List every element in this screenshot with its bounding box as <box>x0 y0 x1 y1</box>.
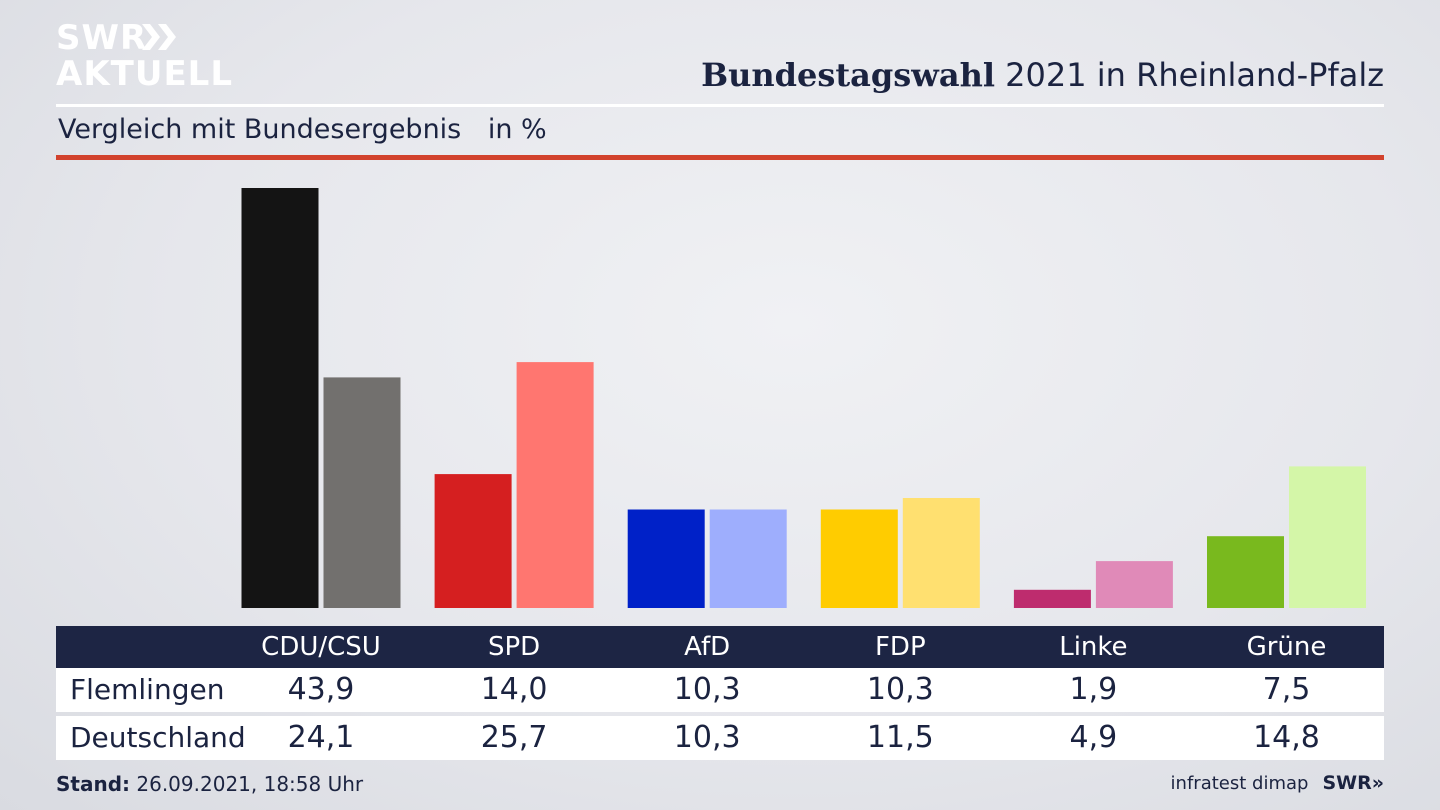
value-cell: 10,3 <box>673 720 741 755</box>
stand-value: 26.09.2021, 18:58 Uhr <box>136 772 364 796</box>
value-cell: 43,9 <box>287 672 355 707</box>
table-header-row: CDU/CSU SPD AfD FDP Linke Grüne <box>56 626 1384 668</box>
results-table: CDU/CSU SPD AfD FDP Linke Grüne Flemlingen 43… <box>56 626 1384 760</box>
logo-line-2: AKTUELL <box>56 54 234 94</box>
header-divider <box>56 104 1384 107</box>
subtitle-text: Vergleich mit Bundesergebnis <box>58 114 462 145</box>
value-cell: 25,7 <box>480 720 548 755</box>
bar-flemlingen-3 <box>820 509 898 608</box>
title-bold: Bundestagswahl <box>701 56 995 94</box>
timestamp: Stand: 26.09.2021, 18:58 Uhr <box>56 772 363 796</box>
stand-label: Stand: <box>56 772 131 796</box>
value-cell: 24,1 <box>287 720 355 755</box>
category-label: Grüne <box>1246 632 1327 662</box>
row-label: Deutschland <box>70 721 246 754</box>
table-row-flemlingen: Flemlingen 43,9 14,0 10,3 10,3 1,9 7,5 <box>56 668 1384 712</box>
category-label: FDP <box>874 632 926 662</box>
brand-name: SWR <box>1322 772 1372 794</box>
value-cell: 10,3 <box>866 672 934 707</box>
brand-text: SWR» <box>1322 772 1384 794</box>
logo-line-1: SWR <box>56 18 148 58</box>
value-cell: 14,8 <box>1253 720 1320 755</box>
bar-flemlingen-0 <box>241 188 319 608</box>
row-label: Flemlingen <box>70 673 225 706</box>
chart-title: Bundestagswahl 2021 in Rheinland-Pfalz <box>701 56 1384 94</box>
unit-label: in % <box>487 114 547 145</box>
title-rest: 2021 in Rheinland-Pfalz <box>1005 56 1384 94</box>
value-cell: 10,3 <box>673 672 741 707</box>
bar-flemlingen-2 <box>627 509 705 608</box>
value-cell: 7,5 <box>1262 672 1311 707</box>
chevron-right-icon <box>142 24 176 50</box>
value-cell: 11,5 <box>866 720 934 755</box>
category-label: SPD <box>487 632 541 662</box>
bar-flemlingen-4 <box>1013 589 1091 608</box>
bar-flemlingen-5 <box>1207 536 1284 608</box>
bar-deutschland-3 <box>902 498 980 608</box>
swr-aktuell-logo: SWR AKTUELL <box>56 16 236 94</box>
category-label: CDU/CSU <box>261 632 381 662</box>
chart-subtitle: Vergleich mit Bundesergebnis in % <box>58 114 547 145</box>
category-label: AfD <box>684 632 731 662</box>
value-cell: 1,9 <box>1069 672 1118 707</box>
category-label: Linke <box>1059 632 1128 662</box>
bar-deutschland-0 <box>323 377 401 608</box>
bar-deutschland-2 <box>709 509 787 608</box>
bar-deutschland-5 <box>1289 466 1366 608</box>
accent-divider <box>56 155 1384 160</box>
value-cell: 14,0 <box>480 672 548 707</box>
value-cell: 4,9 <box>1069 720 1118 755</box>
bar-flemlingen-1 <box>434 474 512 608</box>
source-credit: infratest dimap SWR» <box>1171 772 1384 794</box>
bar-deutschland-4 <box>1095 561 1173 608</box>
table-row-deutschland: Deutschland 24,1 25,7 10,3 11,5 4,9 14,8 <box>56 716 1384 760</box>
source-text: infratest dimap <box>1170 773 1309 794</box>
bar-deutschland-1 <box>516 362 594 608</box>
